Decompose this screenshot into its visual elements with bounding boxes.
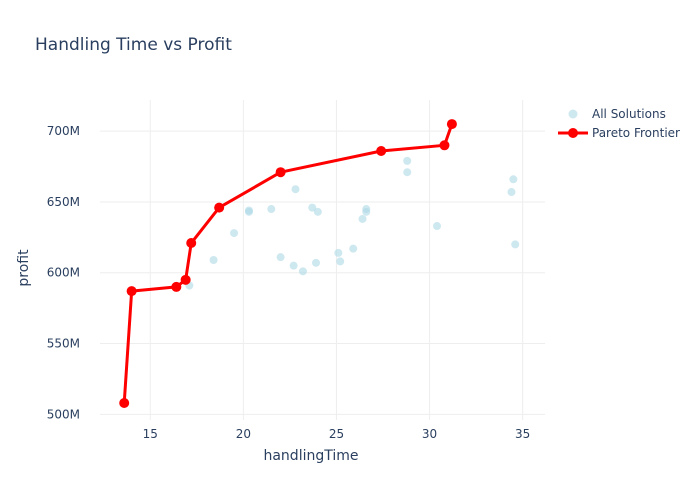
all-solutions-point[interactable]	[308, 203, 317, 212]
all-solutions-point[interactable]	[362, 207, 371, 216]
x-tick-label: 20	[236, 427, 251, 441]
all-solutions-point[interactable]	[289, 261, 298, 270]
all-solutions-point[interactable]	[230, 229, 239, 238]
all-solutions-point[interactable]	[358, 214, 367, 223]
all-solutions-point[interactable]	[313, 207, 322, 216]
pareto-frontier-point[interactable]	[439, 140, 450, 151]
x-axis-title: handlingTime	[263, 448, 358, 464]
all-solutions-point[interactable]	[276, 253, 285, 262]
grid-lines	[100, 100, 545, 420]
all-solutions-point[interactable]	[433, 222, 442, 231]
legend-label-all-solutions: All Solutions	[592, 107, 666, 121]
y-axis-title: profit	[16, 249, 32, 287]
all-solutions-point[interactable]	[511, 240, 520, 249]
all-solutions-point[interactable]	[291, 185, 300, 194]
all-solutions-point[interactable]	[311, 258, 320, 267]
legend-label-pareto-frontier: Pareto Frontier	[592, 126, 680, 140]
all-solutions-point[interactable]	[403, 156, 412, 165]
legend-marker-all-solutions	[568, 109, 578, 119]
all-solutions-point[interactable]	[336, 257, 345, 266]
pareto-frontier-point[interactable]	[171, 281, 182, 292]
all-solutions-point[interactable]	[244, 206, 253, 215]
all-solutions-point[interactable]	[509, 175, 518, 184]
y-tick-label: 650M	[47, 195, 80, 209]
y-tick-label: 550M	[47, 337, 80, 351]
all-solutions-point[interactable]	[267, 205, 276, 214]
legend-item-pareto-frontier[interactable]: Pareto Frontier	[558, 126, 680, 140]
x-tick-label: 25	[329, 427, 344, 441]
y-tick-label: 700M	[47, 124, 80, 138]
legend-item-all-solutions[interactable]: All Solutions	[568, 107, 666, 121]
x-axis-ticks: 15 20 25 30 35	[143, 427, 531, 441]
pareto-frontier-point[interactable]	[214, 202, 225, 213]
y-tick-label: 500M	[47, 407, 80, 421]
pareto-frontier-point[interactable]	[376, 145, 387, 156]
x-tick-label: 30	[422, 427, 437, 441]
pareto-frontier-line	[122, 123, 454, 404]
legend-marker-pareto-frontier	[568, 128, 578, 138]
pareto-frontier-point[interactable]	[186, 238, 197, 249]
all-solutions-point[interactable]	[298, 267, 307, 276]
pareto-frontier-point[interactable]	[180, 274, 191, 285]
x-tick-label: 35	[515, 427, 530, 441]
all-solutions-point[interactable]	[209, 256, 218, 264]
chart-title: Handling Time vs Profit	[35, 35, 232, 55]
all-solutions-point[interactable]	[507, 188, 516, 197]
pareto-frontier-point[interactable]	[275, 167, 286, 178]
pareto-frontier-point[interactable]	[126, 286, 137, 297]
all-solutions-point[interactable]	[403, 168, 412, 177]
y-axis-ticks: 500M 550M 600M 650M 700M	[47, 124, 80, 421]
pareto-frontier-point[interactable]	[446, 119, 457, 130]
all-solutions-point[interactable]	[349, 244, 358, 253]
all-solutions-point[interactable]	[334, 248, 343, 257]
pareto-frontier-point[interactable]	[119, 398, 130, 409]
x-tick-label: 15	[143, 427, 158, 441]
y-tick-label: 600M	[47, 266, 80, 280]
legend: All Solutions Pareto Frontier	[558, 107, 680, 140]
plot-area	[119, 119, 520, 409]
